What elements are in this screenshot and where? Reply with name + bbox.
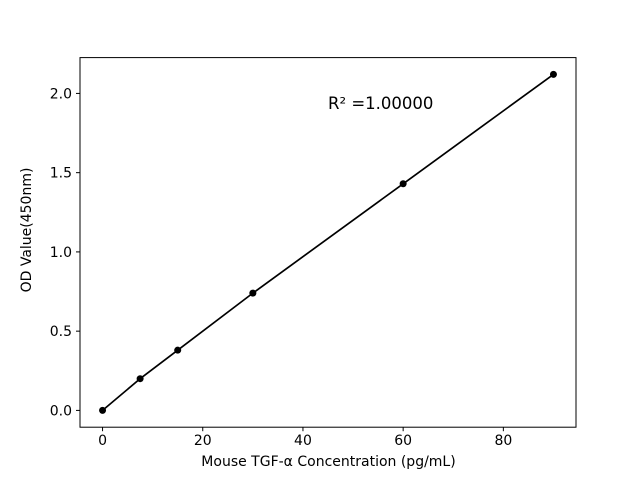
plot-area: 0 20 40 60 80 0.0 0.5 1.0 1.5 2.0 — [50, 57, 577, 449]
data-point — [249, 289, 257, 297]
x-tick-label: 40 — [294, 433, 312, 449]
x-tick-label: 60 — [394, 433, 412, 449]
y-tick-label: 1.5 — [50, 166, 72, 182]
data-point — [174, 346, 182, 354]
x-axis-label: Mouse TGF-α Concentration (pg/mL) — [201, 454, 455, 470]
curve-line — [101, 73, 555, 412]
y-tick-label: 2.0 — [50, 86, 72, 102]
data-point — [399, 180, 407, 188]
x-tick-label: 20 — [194, 433, 212, 449]
plot-spines — [79, 57, 577, 428]
data-point — [99, 406, 107, 414]
y-axis-label: OD Value(450nm) — [19, 168, 35, 293]
x-tick-label: 0 — [98, 433, 107, 449]
data-point — [136, 375, 144, 383]
y-tick-label: 0.0 — [50, 403, 72, 419]
x-tick-label: 80 — [494, 433, 512, 449]
r-squared-annotation: R² =1.00000 — [328, 94, 433, 113]
y-tick-label: 0.5 — [50, 324, 72, 340]
y-tick-label: 1.0 — [50, 245, 72, 261]
data-point — [549, 70, 557, 78]
